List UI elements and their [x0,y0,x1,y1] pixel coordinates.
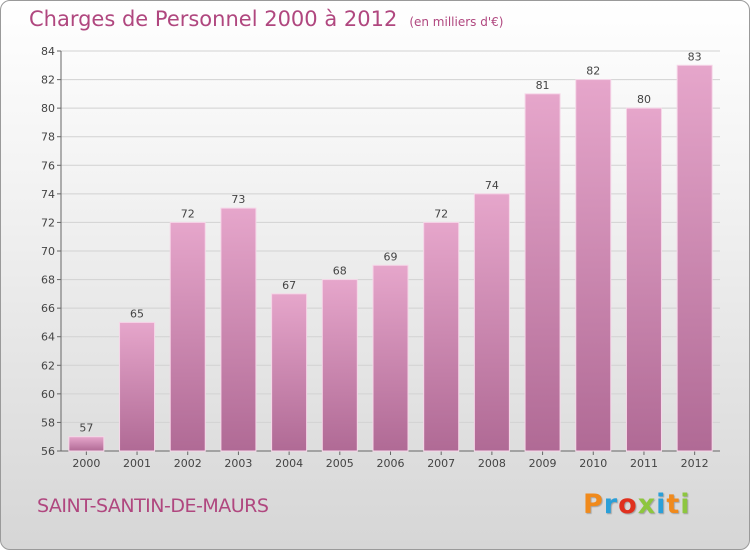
chart-title-text: Charges de Personnel 2000 à 2012 [29,7,398,31]
x-tick-label-2002: 2002 [174,457,202,470]
data-label-2011: 80 [637,93,651,106]
bar-2001 [119,321,156,452]
x-tick-label-2004: 2004 [275,457,303,470]
brand-letter: i [680,489,691,520]
y-tick-label: 56 [41,445,55,458]
bar-2007 [423,221,460,452]
x-tick-label-2001: 2001 [123,457,151,470]
y-tick-label: 64 [41,331,55,344]
bar-2003 [220,207,257,452]
chart-subtitle: (en milliers d'€) [409,15,504,29]
bar-2000 [68,436,105,452]
y-tick-label: 78 [41,131,55,144]
x-tick-label-2010: 2010 [579,457,607,470]
data-label-2008: 74 [485,179,499,192]
y-tick-label: 82 [41,74,55,87]
y-tick-label: 62 [41,359,55,372]
y-tick-label: 70 [41,245,55,258]
brand-logo: Proxiti [583,489,691,520]
x-tick-label-2005: 2005 [326,457,354,470]
commune-name: SAINT-SANTIN-DE-MAURS [37,495,269,517]
brand-letter: o [618,489,638,520]
bars [68,64,713,452]
x-tick-label-2012: 2012 [681,457,709,470]
x-tick-label-2008: 2008 [478,457,506,470]
x-tick-label-2007: 2007 [427,457,455,470]
bar-2004 [271,293,308,452]
brand-letter: t [666,489,681,520]
x-tick-label-2009: 2009 [529,457,557,470]
data-label-2003: 73 [231,193,245,206]
data-label-2009: 81 [536,79,550,92]
y-tick-label: 66 [41,302,55,315]
brand-letter: x [637,489,657,520]
bar-2009 [524,93,561,452]
data-label-2002: 72 [181,207,195,220]
brand-letter: r [603,489,619,520]
data-label-2005: 68 [333,265,347,278]
data-label-2000: 57 [79,422,93,435]
y-tick-label: 80 [41,102,55,115]
labels: 56 58 60 62 64 66 68 70 72 74 76 78 80 82 84 57 2000 65 20… [41,45,709,470]
x-tick-label-2000: 2000 [72,457,100,470]
y-tick-label: 58 [41,416,55,429]
bar-2002 [169,221,206,452]
bar-2008 [473,193,510,452]
data-label-2010: 82 [586,65,600,78]
bar-2012 [676,64,713,452]
data-label-2001: 65 [130,307,144,320]
y-tick-label: 60 [41,388,55,401]
chart-title: Charges de Personnel 2000 à 2012 (en mill… [29,7,503,31]
y-tick-label: 72 [41,216,55,229]
y-tick-label: 74 [41,188,55,201]
data-label-2004: 67 [282,279,296,292]
brand-letter: P [583,489,604,520]
data-label-2006: 69 [384,250,398,263]
y-tick-label: 84 [41,45,55,58]
brand-letter: i [656,489,667,520]
bar-2005 [321,279,358,452]
x-tick-label-2006: 2006 [377,457,405,470]
bar-2006 [372,264,409,452]
y-tick-label: 76 [41,159,55,172]
x-tick-label-2011: 2011 [630,457,658,470]
y-tick-label: 68 [41,274,55,287]
data-label-2012: 83 [688,50,702,63]
bar-2011 [625,107,662,452]
x-tick-label-2003: 2003 [224,457,252,470]
bar-2010 [575,79,612,452]
data-label-2007: 72 [434,207,448,220]
